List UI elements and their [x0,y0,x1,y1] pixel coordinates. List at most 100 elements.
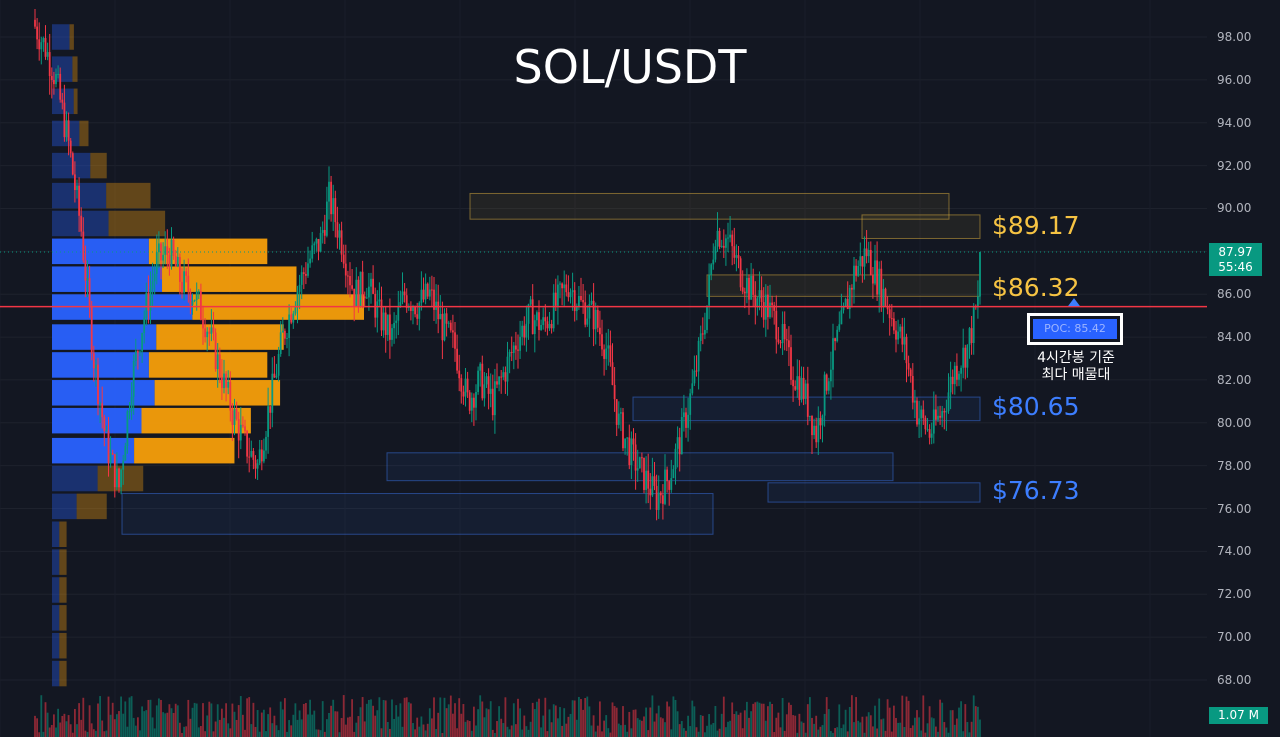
volume-bar [153,728,156,737]
candle-body [561,283,563,289]
candle-body [42,38,45,43]
candle-body [605,348,608,359]
volume-bar [811,717,813,737]
volume-bar [412,723,414,737]
candle-body [735,255,738,258]
candle-body [267,406,269,437]
volume-bar [326,719,328,737]
volume-bar [113,719,116,737]
volume-bar [542,715,545,737]
volume-bar [800,721,803,737]
volume-bar [508,729,511,737]
volume-bar [235,719,238,737]
volume-bar [435,729,437,737]
volume-bar [540,727,542,737]
candle-body [599,327,601,335]
volume-bar [473,706,475,737]
candle-body [485,376,488,385]
candle-body [204,328,206,338]
candle-body [899,326,902,332]
volume-bar [95,730,97,737]
y-tick-label: 70.00 [1217,630,1252,645]
candle-body [344,263,347,276]
volume-bar [273,715,276,737]
volume-bar [884,730,887,737]
candle-body [848,287,851,310]
volume-bar [914,717,916,737]
volume-bar [332,699,335,737]
last-price-tag: 87.97 55:46 [1209,243,1262,276]
volume-bar [716,730,719,737]
volume-bar [267,714,269,737]
candle-body [529,299,532,305]
candle-body [943,411,946,413]
candle-body [483,384,486,399]
y-tick-label: 98.00 [1217,30,1252,44]
candle-body [802,377,805,399]
price-zone [861,214,981,239]
volume-bar [668,706,671,737]
volume-bar [162,712,164,737]
candle-body [426,283,429,297]
volume-bar [88,705,91,737]
candle-body [294,307,297,314]
candle-body [443,313,446,341]
volume-bar [708,714,710,737]
volume-bar [183,726,185,737]
volume-bar [859,722,862,737]
candle-body [567,292,570,298]
volume-bar [515,724,517,737]
candle-body [445,313,448,324]
volume-bar [187,699,190,737]
volume-bar [731,702,734,737]
volume-bar [48,727,51,737]
candle-body [727,237,729,239]
volume-bar [590,725,593,737]
candle-body [334,198,337,223]
candle-body [966,344,969,368]
candle-body [857,266,860,276]
candle-body [928,429,931,438]
candle-body [340,230,343,255]
candle-body [248,456,251,458]
volume-bar [689,726,692,737]
candle-body [668,481,671,490]
volume-tag: 1.07 M [1209,707,1268,724]
volume-bar [250,724,253,737]
candle-body [699,333,702,341]
candle-body [183,271,185,293]
volume-bar [779,727,782,737]
candle-body [307,263,309,276]
profile-bar-up [52,324,157,350]
volume-bar [428,708,431,737]
profile-bar-down [156,324,284,350]
volume-bar [143,711,146,737]
candle-body [481,363,484,399]
volume-bar [179,722,181,737]
candle-body [195,291,198,301]
volume-bar [729,720,731,737]
y-tick-label: 78.00 [1217,458,1252,473]
volume-bar [974,706,977,737]
candle-body [143,317,146,334]
volume-bar [416,717,419,737]
candle-body [468,392,471,411]
volume-bar [743,710,746,737]
candle-body [771,302,773,306]
candle-body [691,383,694,394]
candle-body [84,260,87,281]
candle-body [145,292,148,318]
volume-bar [109,714,112,737]
volume-bar [265,731,267,737]
candle-body [653,476,656,486]
volume-bar [67,715,70,737]
candle-body [116,468,118,488]
volume-bar [943,722,946,737]
volume-bar [313,710,316,737]
y-tick-label: 94.00 [1217,115,1252,130]
candle-body [941,411,944,418]
candle-body [909,369,912,376]
volume-bar [74,708,76,737]
y-tick-label: 90.00 [1217,201,1252,216]
